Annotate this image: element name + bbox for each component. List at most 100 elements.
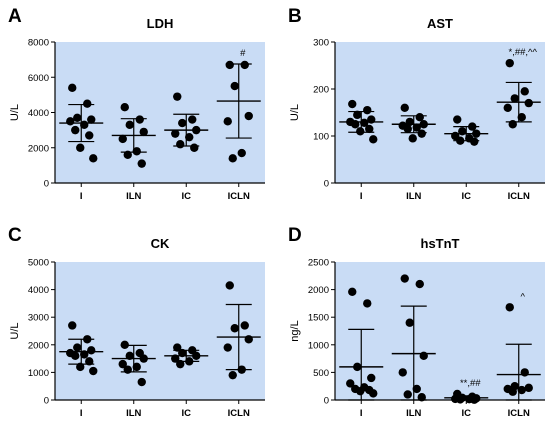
panel-letter: B xyxy=(288,6,302,27)
y-tick-label: 6000 xyxy=(28,73,49,84)
data-point xyxy=(505,58,514,68)
data-point xyxy=(85,131,94,140)
data-point xyxy=(71,125,80,135)
panel-b: B AST U/L 0 100 200 300 I ILN IC ICLN *,##,^^ xyxy=(288,6,545,202)
y-tick-label: 300 xyxy=(313,38,329,49)
data-point xyxy=(237,148,246,158)
data-point xyxy=(369,135,378,144)
y-tick-label: 2000 xyxy=(28,143,49,154)
x-tick-label: ILN xyxy=(126,408,141,419)
data-point xyxy=(363,299,372,308)
data-point xyxy=(223,117,232,126)
data-point xyxy=(346,379,355,388)
data-point xyxy=(230,324,239,333)
data-point xyxy=(87,346,96,355)
panel-letter: C xyxy=(8,225,22,246)
panel-letter: D xyxy=(288,225,302,246)
data-point xyxy=(228,370,237,380)
data-point xyxy=(135,115,144,124)
data-point xyxy=(363,105,372,115)
data-point xyxy=(223,343,232,352)
data-point xyxy=(178,118,187,128)
y-tick-label: 2000 xyxy=(308,285,329,296)
data-point xyxy=(353,110,362,120)
data-point xyxy=(123,365,132,374)
data-point xyxy=(173,92,182,101)
data-point xyxy=(68,83,77,93)
x-tick-label: I xyxy=(80,191,83,202)
data-point xyxy=(412,123,421,132)
x-tick-label: IC xyxy=(462,191,472,202)
data-point xyxy=(508,387,517,396)
x-tick-label: ICLN xyxy=(228,408,250,419)
y-tick-label: 100 xyxy=(313,132,329,143)
y-tick-label: 0 xyxy=(324,179,329,190)
x-tick-label: ILN xyxy=(406,408,421,419)
data-point xyxy=(85,357,94,366)
y-tick-label: 2500 xyxy=(308,258,329,269)
data-point xyxy=(517,113,526,122)
y-tick-label: 5000 xyxy=(28,258,49,269)
data-point xyxy=(505,303,514,312)
data-point xyxy=(132,362,141,372)
data-point xyxy=(118,134,127,144)
significance-annotation: # xyxy=(240,48,246,59)
data-point xyxy=(356,386,365,396)
data-point xyxy=(188,115,197,124)
significance-annotation: ^ xyxy=(521,291,526,302)
data-point xyxy=(171,129,180,138)
x-tick-label: ICLN xyxy=(508,191,530,202)
data-point xyxy=(520,87,529,96)
significance-annotation: **,## xyxy=(460,378,481,389)
data-point xyxy=(405,318,414,327)
chart-title: hsTnT xyxy=(421,236,460,251)
data-point xyxy=(173,343,182,352)
x-tick-label: ICLN xyxy=(228,191,250,202)
data-point xyxy=(240,321,249,330)
y-axis-label: U/L xyxy=(9,322,21,339)
data-point xyxy=(403,390,412,399)
data-point xyxy=(417,129,426,138)
data-point xyxy=(369,389,378,398)
y-tick-label: 4000 xyxy=(28,285,49,296)
x-tick-label: I xyxy=(360,408,363,419)
data-point xyxy=(137,377,146,387)
data-point xyxy=(190,143,199,152)
data-point xyxy=(68,321,77,330)
y-axis-label: ng/L xyxy=(289,320,301,341)
x-tick-label: ILN xyxy=(126,191,141,202)
y-tick-label: 2000 xyxy=(28,340,49,351)
x-tick-label: IC xyxy=(182,408,192,419)
x-tick-label: IC xyxy=(182,191,192,202)
y-tick-label: 1500 xyxy=(308,313,329,324)
data-point xyxy=(76,143,85,152)
x-tick-label: ICLN xyxy=(508,408,530,419)
data-point xyxy=(132,147,141,156)
data-point xyxy=(240,60,249,70)
y-tick-label: 3000 xyxy=(28,313,49,324)
x-tick-label: ILN xyxy=(406,191,421,202)
data-point xyxy=(419,351,428,361)
data-point xyxy=(73,113,82,122)
data-point xyxy=(517,385,526,395)
data-point xyxy=(403,124,412,134)
y-axis-label: U/L xyxy=(289,104,301,121)
x-tick-label: I xyxy=(360,191,363,202)
data-point xyxy=(415,113,424,122)
data-point xyxy=(415,279,424,289)
data-point xyxy=(71,351,80,361)
data-point xyxy=(73,343,82,352)
data-point xyxy=(120,103,129,112)
significance-annotation: *,##,^^ xyxy=(509,47,538,58)
data-point xyxy=(503,103,512,113)
panel-a: A LDH U/L 0 2000 4000 6000 8000 I ILN IC ICLN # xyxy=(8,6,265,202)
y-tick-label: 4000 xyxy=(28,108,49,119)
chart-title: LDH xyxy=(147,16,174,31)
data-point xyxy=(348,99,357,109)
y-tick-label: 1000 xyxy=(28,368,49,379)
y-tick-label: 0 xyxy=(44,179,49,190)
data-point xyxy=(87,115,96,124)
data-point xyxy=(524,383,533,393)
data-point xyxy=(470,137,479,146)
data-point xyxy=(89,366,98,376)
